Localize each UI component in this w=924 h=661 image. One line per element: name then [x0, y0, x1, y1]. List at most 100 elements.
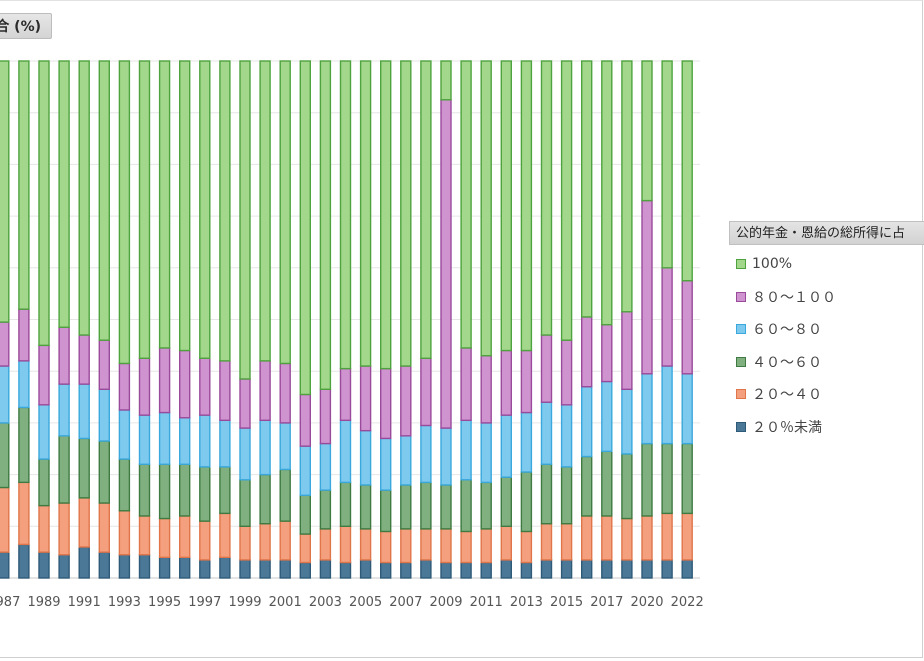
bar-segment-1988-s4: [18, 308, 30, 362]
bar-stack-1990: [58, 60, 70, 579]
bar-stack-2004: [339, 60, 352, 579]
bar-segment-2001-s2: [279, 468, 291, 522]
bar-segment-2000-s1: [259, 523, 271, 561]
bar-segment-2006-s2: [380, 489, 392, 533]
bar-segment-1990-s5: [58, 60, 70, 328]
bar-stack-2002: [299, 60, 311, 579]
bar-segment-2002-s2: [299, 494, 311, 535]
x-tick-label-2003: 2003: [309, 595, 342, 610]
bar-segment-2014-s4: [540, 334, 553, 403]
bar-segment-2009-s4: [440, 99, 452, 429]
bar-segment-2022-s0: [681, 559, 693, 579]
bar-segment-2018-s2: [621, 453, 633, 520]
bar-segment-2021-s2: [661, 442, 673, 515]
legend-swatch: [736, 389, 746, 399]
bar-segment-2022-s2: [681, 442, 693, 515]
bar-segment-2017-s5: [601, 60, 613, 326]
x-tick-label-1987: 1987: [0, 595, 20, 610]
x-tick-label-2007: 2007: [389, 595, 422, 610]
bar-segment-1995-s4: [158, 347, 171, 414]
bar-segment-2009-s3: [440, 427, 452, 486]
bar-segment-1993-s2: [118, 458, 131, 512]
bar-segment-2020-s2: [641, 442, 653, 517]
bar-segment-2004-s5: [339, 60, 352, 370]
bar-segment-2016-s3: [581, 386, 593, 458]
legend-swatch: [736, 259, 746, 269]
bar-stack-2015: [560, 60, 573, 579]
bar-segment-2021-s5: [661, 60, 673, 269]
bar-segment-2004-s1: [339, 525, 352, 564]
x-tick-label-1993: 1993: [108, 595, 141, 610]
bar-segment-2018-s1: [621, 517, 633, 561]
bar-segment-1991-s2: [78, 437, 90, 499]
bar-segment-1993-s1: [118, 510, 131, 556]
bar-segment-2020-s5: [641, 60, 653, 202]
bar-stack-2008: [420, 60, 432, 579]
bar-segment-2006-s3: [380, 437, 392, 491]
bar-stack-1996: [178, 60, 191, 579]
bar-segment-2004-s2: [339, 481, 352, 528]
bar-segment-1988-s1: [18, 481, 30, 546]
bar-segment-1987-s4: [0, 321, 10, 367]
bar-stack-2022: [681, 60, 693, 579]
bar-segment-2003-s3: [319, 442, 332, 491]
bar-segment-1990-s3: [58, 383, 70, 437]
bar-segment-1994-s0: [138, 554, 151, 579]
bar-segment-2005-s1: [359, 528, 372, 561]
x-tick-label-2020: 2020: [630, 595, 663, 610]
bar-segment-2002-s1: [299, 533, 311, 564]
legend-item-1: ８０～１００: [736, 287, 836, 307]
bar-segment-1995-s1: [158, 517, 171, 559]
bar-segment-1987-s3: [0, 365, 10, 424]
bar-segment-1997-s0: [199, 559, 211, 579]
bar-segment-2018-s5: [621, 60, 633, 313]
bar-segment-2008-s2: [420, 481, 432, 530]
bar-segment-2015-s2: [560, 466, 573, 525]
x-tick-label-2017: 2017: [590, 595, 623, 610]
bar-segment-2002-s4: [299, 393, 311, 447]
bar-segment-2002-s3: [299, 445, 311, 496]
bar-stack-1994: [138, 60, 151, 579]
bar-segment-1995-s5: [158, 60, 171, 349]
bar-segment-2003-s5: [319, 60, 332, 390]
bar-segment-1992-s0: [98, 551, 111, 579]
bar-segment-2016-s2: [581, 455, 593, 517]
legend-item-3: ４０～６０: [736, 352, 822, 372]
bar-segment-2018-s3: [621, 388, 633, 455]
bar-stack-2005: [359, 60, 372, 579]
bar-segment-2022-s3: [681, 373, 693, 445]
legend-item-0: 100%: [736, 254, 792, 274]
bar-segment-2015-s3: [560, 404, 573, 468]
bar-segment-2000-s5: [259, 60, 271, 362]
legend-swatch: [736, 356, 746, 367]
bar-segment-2010-s2: [460, 479, 472, 533]
bar-stack-2009: [440, 60, 452, 579]
bar-segment-1992-s4: [98, 339, 111, 390]
bar-segment-2008-s4: [420, 357, 432, 427]
bar-segment-1997-s4: [199, 357, 211, 416]
bar-segment-2018-s4: [621, 311, 633, 390]
bar-segment-1995-s3: [158, 411, 171, 465]
bar-segment-1999-s3: [239, 427, 251, 481]
bar-segment-2001-s5: [279, 60, 291, 365]
bar-segment-1997-s2: [199, 466, 211, 522]
x-tick-label-2001: 2001: [269, 595, 302, 610]
bar-segment-2007-s3: [400, 435, 412, 486]
bar-segment-1995-s2: [158, 463, 171, 520]
bar-segment-1994-s1: [138, 515, 151, 556]
bar-segment-1995-s0: [158, 556, 171, 579]
bar-stack-2001: [279, 60, 291, 579]
bar-segment-1987-s1: [0, 486, 10, 553]
bar-segment-1999-s1: [239, 525, 251, 561]
bar-segment-1996-s1: [178, 515, 191, 559]
legend-item-4: ２０～４０: [736, 384, 822, 404]
bar-segment-2014-s2: [540, 463, 553, 525]
bar-segment-2010-s0: [460, 561, 472, 579]
bar-stack-2006: [380, 60, 392, 579]
x-tick-label-1997: 1997: [188, 595, 221, 610]
bar-segment-1989-s5: [38, 60, 50, 347]
bar-segment-2005-s4: [359, 365, 372, 432]
bar-segment-2000-s4: [259, 360, 271, 422]
bar-segment-2015-s0: [560, 559, 573, 579]
